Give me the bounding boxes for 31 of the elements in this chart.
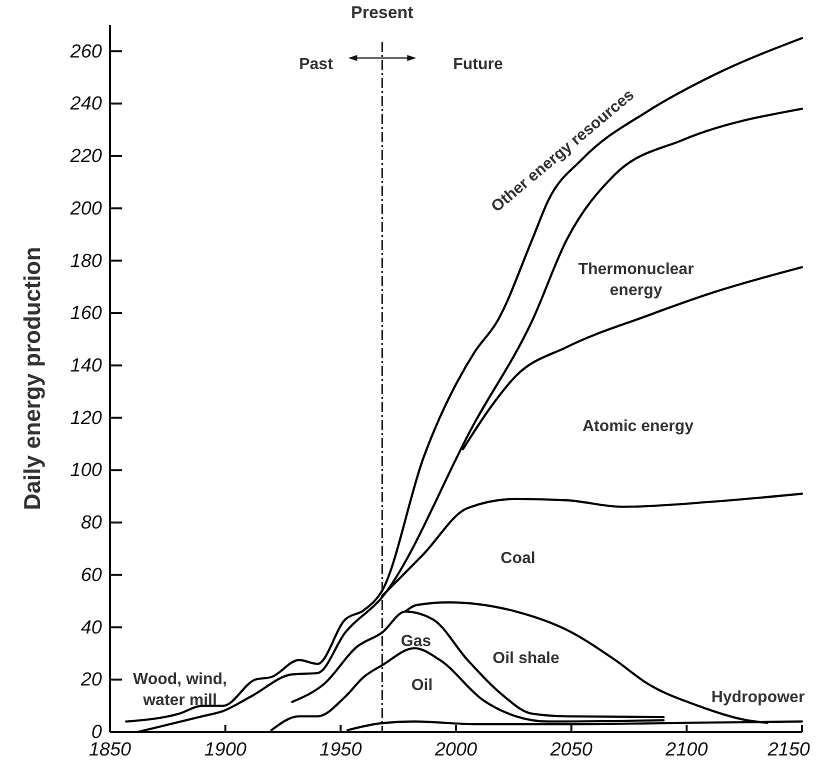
annotation: Oil	[411, 677, 433, 694]
y-tick-label: 100	[70, 460, 102, 482]
annotation: Future	[453, 56, 503, 73]
x-tick-label: 1900	[204, 739, 247, 760]
y-tick-label: 200	[69, 198, 102, 220]
y-axis-title: Daily energy production	[19, 246, 45, 510]
y-tick-label: 260	[69, 41, 102, 62]
y-tick-label: 60	[80, 564, 102, 586]
annotation: Atomic energy	[582, 418, 694, 435]
y-tick-label: 180	[70, 250, 102, 272]
y-tick-label: 240	[69, 94, 102, 115]
y-tick-label: 140	[70, 355, 102, 376]
annotation: Oil shale	[492, 650, 560, 667]
y-tick-label: 80	[80, 512, 102, 534]
x-tick-label: 1950	[320, 739, 362, 760]
y-tick-label: 20	[80, 670, 102, 691]
ref-line-label: Present	[351, 3, 414, 22]
annotation: Coal	[500, 550, 536, 567]
annotation: Thermonuclear energy	[578, 261, 694, 299]
y-tick-label: 40	[80, 617, 102, 638]
annotation: Past	[299, 56, 334, 73]
annotation: Wood, wind, water mill	[133, 671, 227, 709]
x-tick-label: 2050	[549, 739, 593, 760]
y-tick-label: 220	[69, 146, 102, 168]
y-tick-label: 160	[70, 303, 102, 324]
x-tick-label: 2150	[766, 739, 810, 760]
x-tick-label: 2000	[434, 739, 478, 760]
y-tick-label: 120	[70, 408, 102, 429]
annotation: Gas	[400, 633, 432, 650]
annotation: Hydropower	[711, 689, 805, 706]
x-tick-label: 2100	[664, 739, 708, 760]
